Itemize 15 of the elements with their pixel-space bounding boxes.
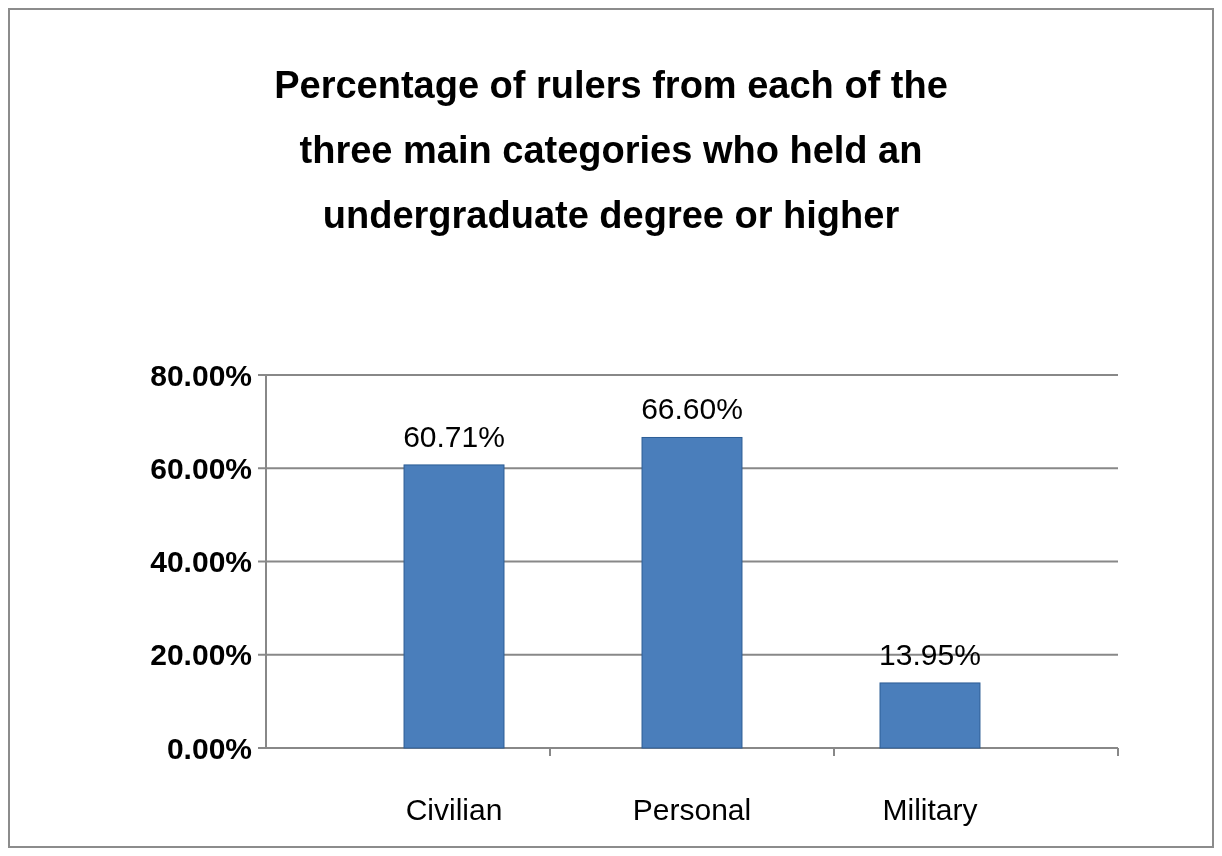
- bar: [403, 464, 505, 749]
- y-tick-label: 60.00%: [150, 451, 252, 485]
- bar: [641, 436, 743, 749]
- x-tick-label: Civilian: [405, 793, 503, 826]
- y-tick-label: 0.00%: [166, 731, 252, 765]
- data-label: 60.71%: [403, 419, 505, 453]
- data-label: 13.95%: [879, 637, 981, 671]
- x-tick-label: Military: [882, 793, 978, 826]
- x-tick-label: Personal: [632, 793, 752, 826]
- data-label: 66.60%: [641, 392, 743, 426]
- bar: [879, 682, 981, 749]
- chart-title: Percentage of rulers from each of the three main categories who held an undergraduate degree or higher: [274, 64, 948, 236]
- y-tick-label: 40.00%: [150, 545, 252, 578]
- y-tick-label: 80.00%: [150, 358, 252, 392]
- y-tick-label: 20.00%: [150, 638, 252, 672]
